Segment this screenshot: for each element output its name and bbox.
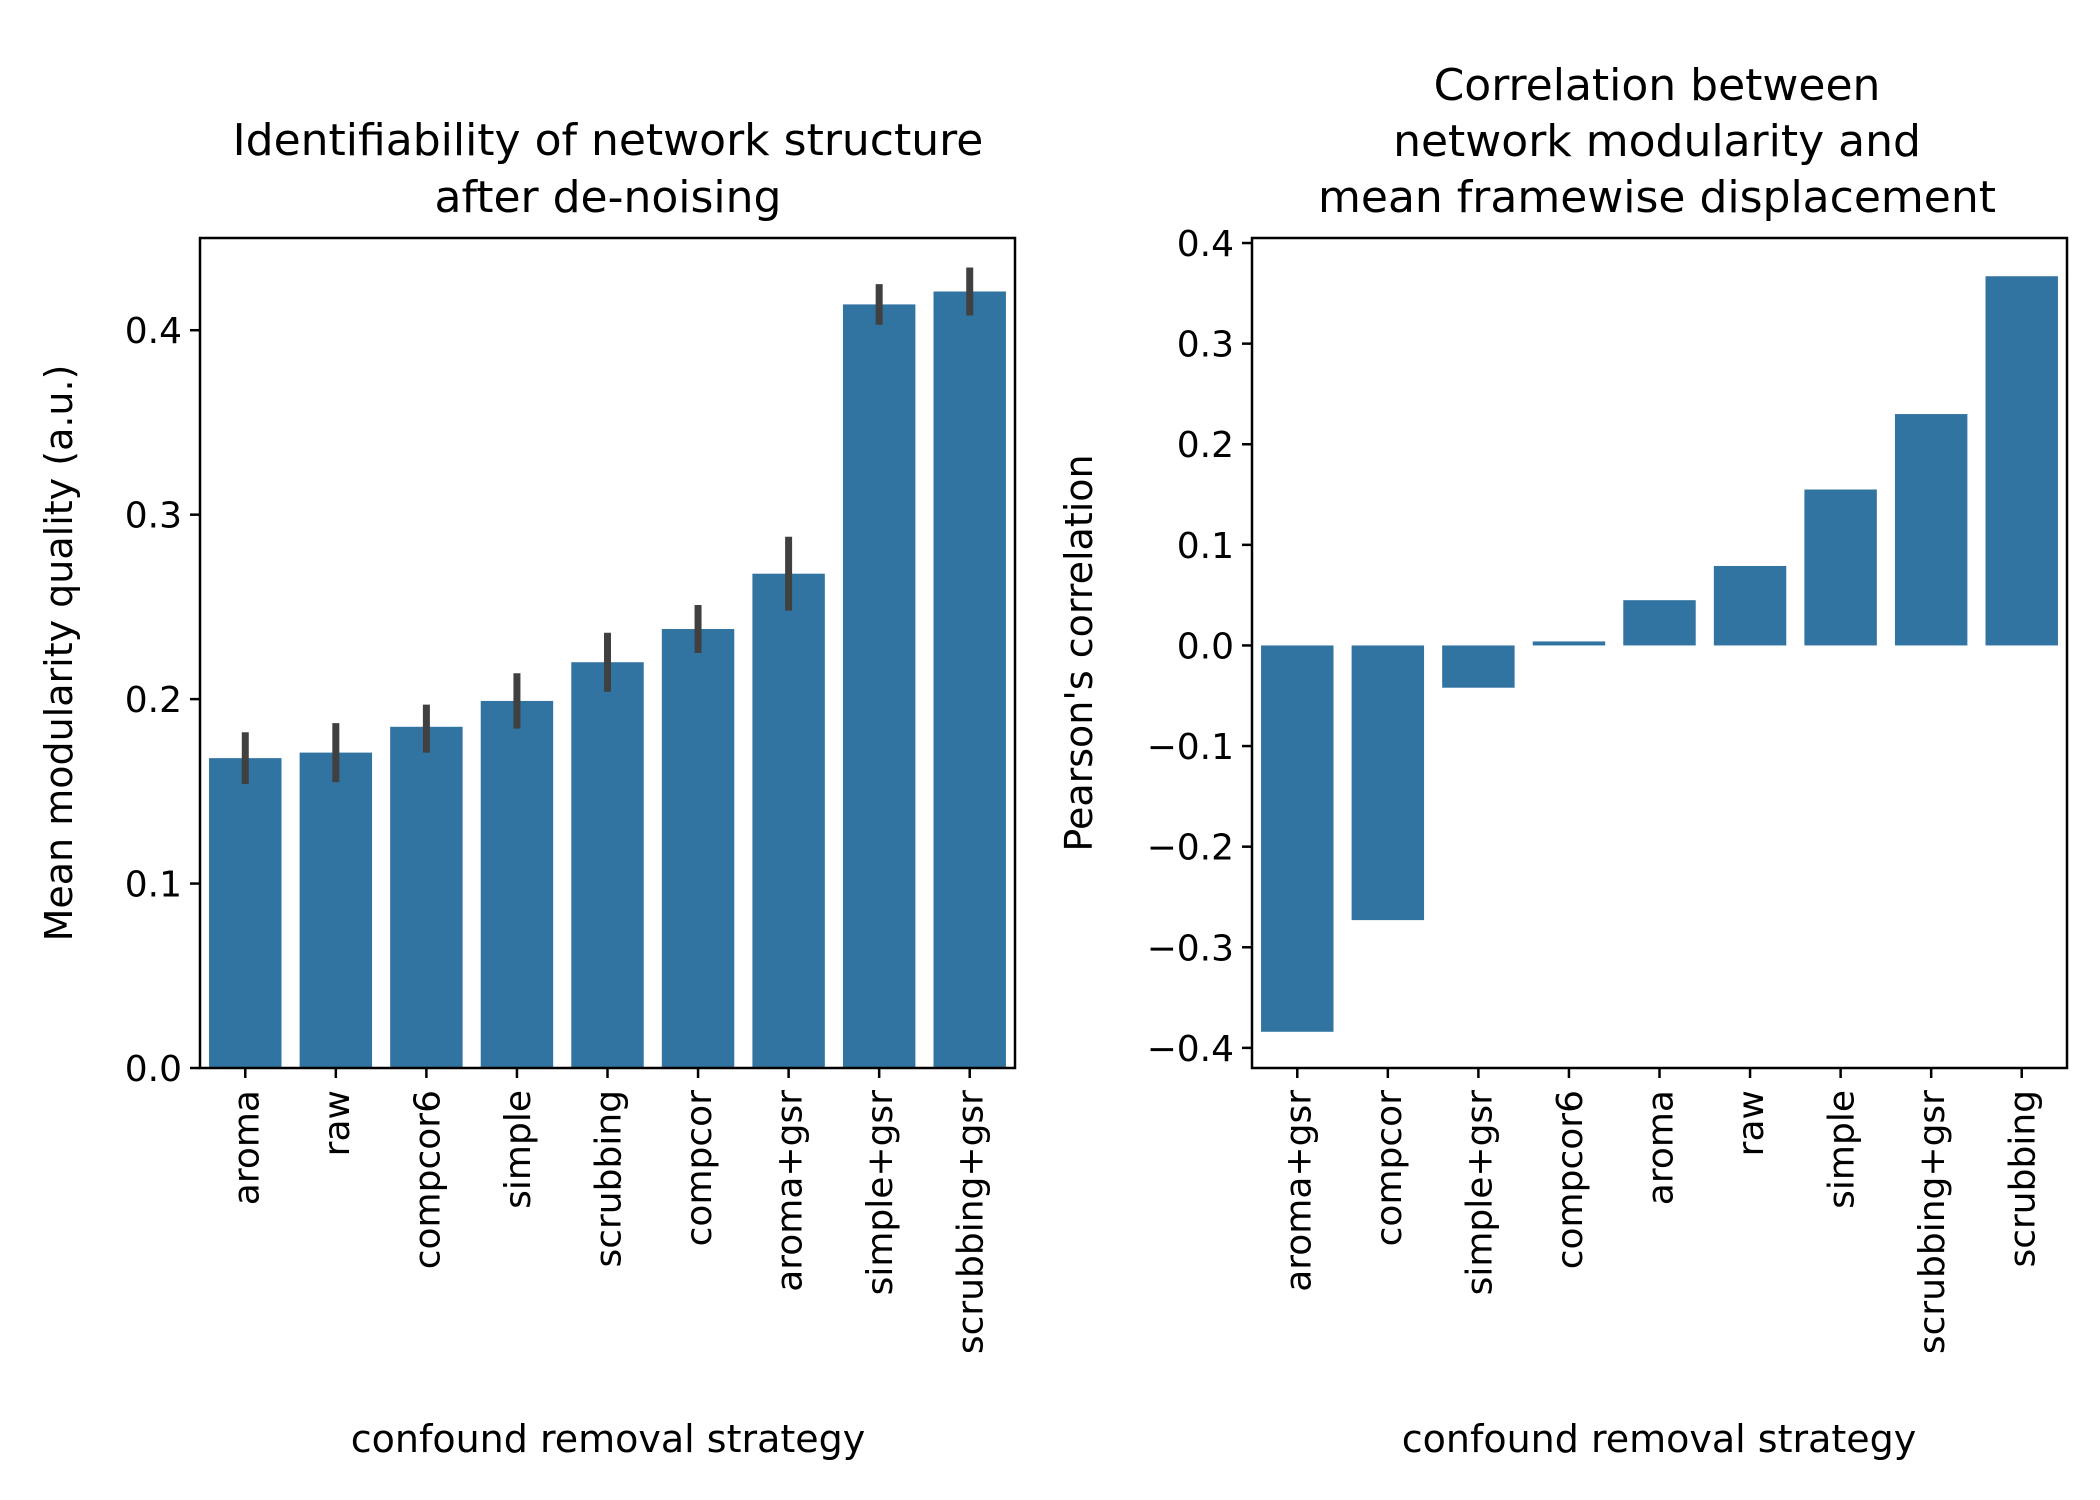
correlation-bar-simple xyxy=(1804,489,1877,646)
modularity-chart-title-line-1: Identifiability of network structure xyxy=(233,115,984,166)
modularity-x-tick-label: compcor xyxy=(679,1090,720,1247)
modularity-bar-raw xyxy=(299,752,373,1068)
correlation-chart: Correlation between network modularity a… xyxy=(1057,60,2069,1461)
modularity-bar-simple xyxy=(480,700,554,1068)
modularity-y-tick-label: 0.0 xyxy=(125,1049,182,1090)
correlation-chart-title-line-3: mean framewise displacement xyxy=(1318,172,1996,223)
correlation-x-tick-label: compcor xyxy=(1369,1090,1410,1247)
correlation-x-tick-label: scrubbing xyxy=(2003,1090,2044,1268)
correlation-y-tick-label: −0.3 xyxy=(1147,928,1234,969)
modularity-bar-scrubbing+gsr xyxy=(933,291,1006,1068)
modularity-error-bars xyxy=(241,267,974,784)
modularity-bar-compcor xyxy=(661,629,735,1068)
correlation-y-tick-label: 0.4 xyxy=(1177,224,1234,265)
correlation-x-tick-label: aroma xyxy=(1641,1090,1682,1205)
correlation-chart-title-line-1: Correlation between xyxy=(1434,60,1881,111)
modularity-bar-aroma+gsr xyxy=(752,573,825,1068)
correlation-x-tick-label: aroma+gsr xyxy=(1278,1090,1319,1292)
modularity-x-tick-label: compcor6 xyxy=(407,1090,448,1269)
correlation-x-tick-label: simple+gsr xyxy=(1459,1090,1500,1296)
correlation-bar-scrubbing xyxy=(1985,276,2058,646)
correlation-y-tick-label: −0.1 xyxy=(1147,727,1234,768)
modularity-bar-scrubbing xyxy=(571,662,644,1068)
correlation-x-tick-label: simple xyxy=(1822,1090,1863,1209)
correlation-y-tick-label: −0.2 xyxy=(1147,828,1234,869)
correlation-bars xyxy=(1261,276,2058,1032)
correlation-plot-frame xyxy=(1250,236,2069,1070)
correlation-y-tick-label: 0.3 xyxy=(1177,325,1234,366)
correlation-bar-compcor xyxy=(1351,645,1425,921)
modularity-bar-simple+gsr xyxy=(842,304,916,1068)
correlation-y-axis: −0.4 −0.3 −0.2 −0.1 0.0 0.1 0.2 0.3 0.4 xyxy=(1147,224,1252,1070)
modularity-x-tick-label: raw xyxy=(317,1090,358,1156)
modularity-plot-frame xyxy=(198,236,1017,1070)
correlation-x-tick-label: raw xyxy=(1731,1090,1772,1156)
modularity-x-tick-label: aroma xyxy=(226,1090,267,1205)
modularity-y-tick-label: 0.1 xyxy=(125,865,182,906)
correlation-bar-raw xyxy=(1713,565,1787,646)
correlation-y-tick-label: 0.2 xyxy=(1177,425,1234,466)
modularity-y-tick-label: 0.2 xyxy=(125,680,182,721)
modularity-x-tick-label: simple xyxy=(498,1090,539,1209)
correlation-x-axis-label: confound removal strategy xyxy=(1402,1417,1917,1461)
modularity-x-axis: aroma raw compcor6 simple scrubbing compcor ar… xyxy=(226,1068,992,1354)
correlation-bar-compcor6 xyxy=(1532,641,1606,646)
correlation-y-tick-label: 0.0 xyxy=(1177,626,1234,667)
modularity-x-axis-label: confound removal strategy xyxy=(351,1417,866,1461)
correlation-x-tick-label: scrubbing+gsr xyxy=(1912,1090,1953,1354)
modularity-bar-compcor6 xyxy=(390,726,463,1068)
correlation-bar-aroma+gsr xyxy=(1261,645,1334,1032)
correlation-x-tick-label: compcor6 xyxy=(1550,1090,1591,1269)
modularity-y-axis: 0.0 0.1 0.2 0.3 0.4 xyxy=(125,311,200,1090)
correlation-bar-simple+gsr xyxy=(1442,645,1515,688)
correlation-chart-title-line-2: network modularity and xyxy=(1393,116,1921,167)
correlation-chart-title: Correlation between network modularity a… xyxy=(1318,60,1996,223)
correlation-y-axis-label: Pearson's correlation xyxy=(1057,454,1101,851)
modularity-chart-title-line-2: after de-noising xyxy=(435,172,782,223)
modularity-chart-title: Identifiability of network structure aft… xyxy=(233,115,984,223)
modularity-x-tick-label: simple+gsr xyxy=(860,1090,901,1296)
modularity-y-tick-label: 0.3 xyxy=(125,496,182,537)
modularity-chart: Identifiability of network structure aft… xyxy=(37,115,1017,1461)
modularity-bar-aroma xyxy=(209,758,282,1068)
modularity-x-tick-label: aroma+gsr xyxy=(770,1090,811,1292)
correlation-bar-aroma xyxy=(1623,600,1696,646)
modularity-x-tick-label: scrubbing+gsr xyxy=(951,1090,992,1354)
modularity-x-tick-label: scrubbing xyxy=(589,1090,630,1268)
correlation-y-tick-label: −0.4 xyxy=(1147,1029,1234,1070)
correlation-x-axis: aroma+gsr compcor simple+gsr compcor6 aroma r… xyxy=(1278,1068,2044,1354)
correlation-y-tick-label: 0.1 xyxy=(1177,526,1234,567)
modularity-y-tick-label: 0.4 xyxy=(125,311,182,352)
correlation-bar-scrubbing+gsr xyxy=(1894,414,1968,646)
modularity-y-axis-label: Mean modularity quality (a.u.) xyxy=(37,365,81,942)
modularity-bars xyxy=(209,291,1006,1068)
